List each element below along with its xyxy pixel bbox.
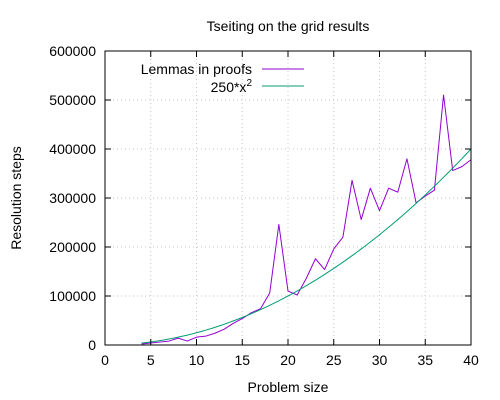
legend-label-fit: 250*x2 bbox=[211, 78, 253, 95]
x-tick-label: 40 bbox=[463, 352, 479, 368]
y-axis-label: Resolution steps bbox=[8, 146, 24, 250]
y-tick-label: 100000 bbox=[49, 288, 96, 304]
series-line-lemmas bbox=[141, 94, 472, 345]
series-line-fit bbox=[141, 148, 472, 344]
y-tick-label: 400000 bbox=[49, 141, 96, 157]
x-tick-label: 30 bbox=[372, 352, 388, 368]
legend-fit-base: 250*x bbox=[211, 79, 247, 95]
y-tick-label: 600000 bbox=[49, 43, 96, 59]
legend-fit-exponent: 2 bbox=[246, 78, 252, 89]
x-tick-label: 15 bbox=[234, 352, 250, 368]
y-tick-label: 500000 bbox=[49, 92, 96, 108]
legend: Lemmas in proofs 250*x2 bbox=[141, 61, 304, 95]
grid bbox=[105, 51, 471, 345]
x-tick-label: 0 bbox=[101, 352, 109, 368]
x-tick-label: 20 bbox=[280, 352, 296, 368]
axis-ticks: 0 5 10 15 20 25 30 35 40 0 100000 200000 300000 40000… bbox=[49, 43, 479, 368]
y-tick-label: 0 bbox=[88, 337, 96, 353]
series-layer bbox=[141, 94, 472, 345]
x-tick-label: 25 bbox=[326, 352, 342, 368]
y-tick-label: 300000 bbox=[49, 190, 96, 206]
x-axis-label: Problem size bbox=[248, 379, 329, 395]
x-tick-label: 10 bbox=[189, 352, 205, 368]
y-tick-label: 200000 bbox=[49, 239, 96, 255]
x-tick-label: 35 bbox=[417, 352, 433, 368]
chart-title: Tseiting on the grid results bbox=[207, 18, 370, 34]
legend-label-lemmas: Lemmas in proofs bbox=[141, 61, 252, 77]
x-tick-label: 5 bbox=[147, 352, 155, 368]
